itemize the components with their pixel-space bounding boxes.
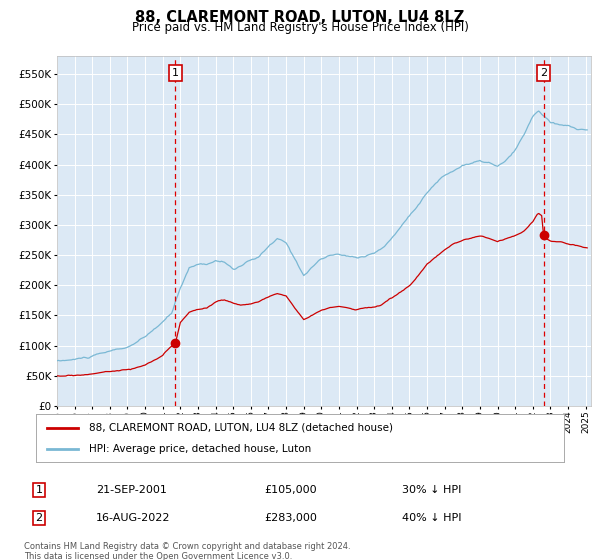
Text: 88, CLAREMONT ROAD, LUTON, LU4 8LZ (detached house): 88, CLAREMONT ROAD, LUTON, LU4 8LZ (deta… (89, 423, 393, 433)
Text: 88, CLAREMONT ROAD, LUTON, LU4 8LZ: 88, CLAREMONT ROAD, LUTON, LU4 8LZ (136, 10, 464, 25)
Text: 40% ↓ HPI: 40% ↓ HPI (402, 513, 461, 523)
Text: 1: 1 (172, 68, 179, 78)
Text: 2: 2 (35, 513, 43, 523)
Text: £283,000: £283,000 (264, 513, 317, 523)
Text: 2: 2 (540, 68, 547, 78)
Text: Price paid vs. HM Land Registry's House Price Index (HPI): Price paid vs. HM Land Registry's House … (131, 21, 469, 34)
Text: HPI: Average price, detached house, Luton: HPI: Average price, detached house, Luto… (89, 444, 311, 454)
Text: This data is licensed under the Open Government Licence v3.0.: This data is licensed under the Open Gov… (24, 552, 292, 560)
Text: 16-AUG-2022: 16-AUG-2022 (96, 513, 170, 523)
Text: £105,000: £105,000 (264, 485, 317, 495)
Text: 21-SEP-2001: 21-SEP-2001 (96, 485, 167, 495)
Text: 1: 1 (35, 485, 43, 495)
Text: Contains HM Land Registry data © Crown copyright and database right 2024.: Contains HM Land Registry data © Crown c… (24, 542, 350, 550)
Text: 30% ↓ HPI: 30% ↓ HPI (402, 485, 461, 495)
